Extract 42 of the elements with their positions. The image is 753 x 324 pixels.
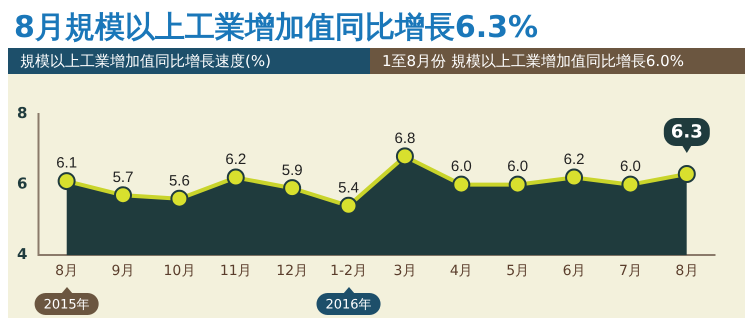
point bbox=[621, 176, 640, 194]
point bbox=[170, 190, 188, 208]
x-tick-label: 8月 bbox=[55, 263, 78, 280]
point bbox=[678, 165, 696, 184]
x-tick-label: 7月 bbox=[618, 263, 642, 280]
y-tick-label: 6 bbox=[17, 174, 28, 192]
point bbox=[58, 172, 76, 190]
text: 1至8月份 規模以上工業增加值同比增長6.0% bbox=[370, 48, 745, 74]
data-label: 6.3 bbox=[670, 122, 703, 143]
data-label: 6.0 bbox=[450, 158, 472, 176]
y-tick-label: 4 bbox=[17, 245, 28, 264]
data-label: 6.1 bbox=[56, 154, 78, 172]
text: 2016年 bbox=[325, 297, 372, 312]
x-tick-label: 10月 bbox=[163, 263, 196, 280]
x-tick-label: 5月 bbox=[506, 263, 530, 280]
data-label: 6.0 bbox=[507, 158, 528, 176]
data-label: 5.6 bbox=[168, 172, 190, 190]
data-label: 6.2 bbox=[225, 151, 246, 168]
point bbox=[340, 196, 358, 215]
data-label: 6.8 bbox=[394, 130, 416, 147]
point bbox=[452, 176, 470, 194]
y-axis-title: 規模以上工業增加值同比增長速度(%) bbox=[8, 48, 370, 74]
text: 2015年 bbox=[44, 297, 90, 312]
y-tick-label: 8 bbox=[17, 104, 28, 122]
data-label: 5.4 bbox=[338, 179, 359, 196]
data-label: 6.2 bbox=[564, 151, 584, 168]
data-label: 5.7 bbox=[112, 168, 134, 186]
x-tick-label: 6月 bbox=[562, 263, 586, 280]
x-tick-label: 1-2月 bbox=[330, 263, 367, 280]
x-tick-label: 9月 bbox=[112, 263, 134, 280]
x-tick-label: 12月 bbox=[276, 263, 308, 280]
point bbox=[396, 147, 414, 166]
point bbox=[114, 186, 132, 204]
data-label: 6.0 bbox=[620, 158, 641, 176]
data-label: 5.9 bbox=[282, 162, 303, 179]
x-tick-label: 8月 bbox=[675, 263, 698, 280]
chart-title: 8月規模以上工業增加值同比增長6.3% bbox=[8, 8, 745, 48]
point bbox=[508, 176, 527, 194]
x-tick-label: 4月 bbox=[450, 263, 473, 280]
x-tick-label: 11月 bbox=[220, 263, 252, 280]
point bbox=[283, 179, 302, 198]
x-tick-label: 3月 bbox=[393, 263, 416, 280]
